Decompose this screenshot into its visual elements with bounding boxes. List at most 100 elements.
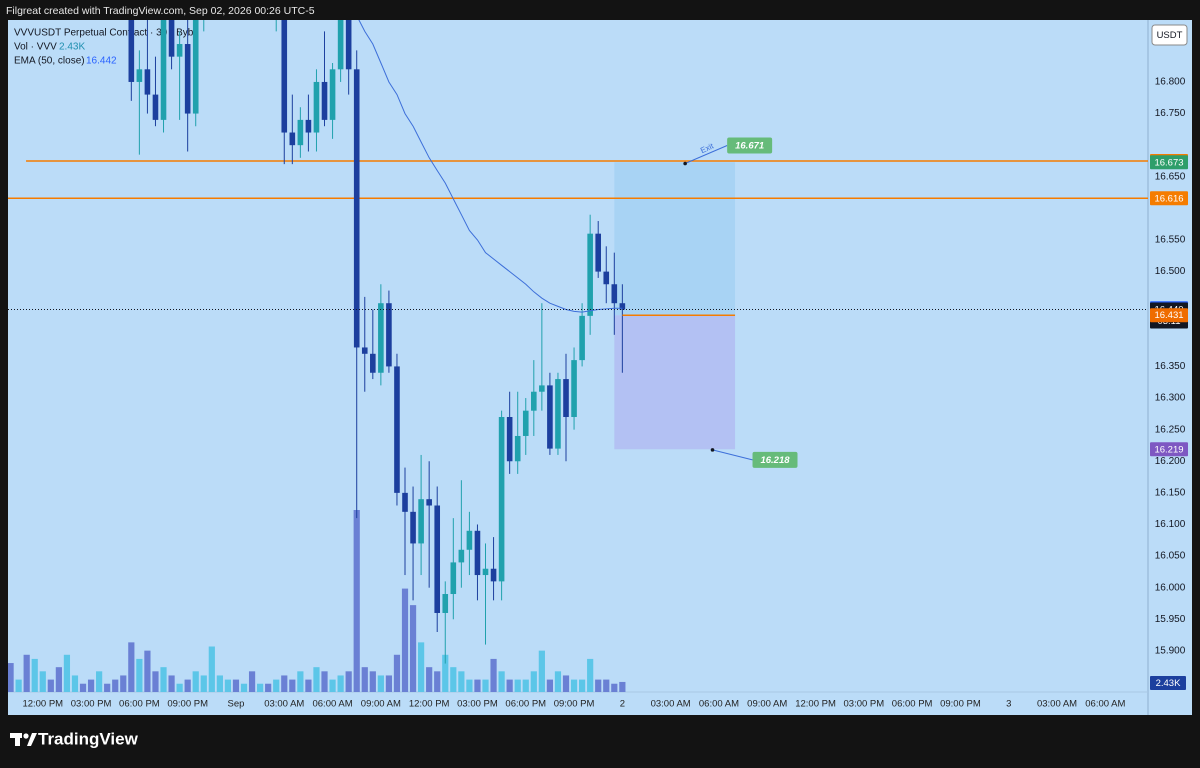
position-stop-zone [614, 315, 736, 450]
x-tick-label: 06:00 PM [119, 699, 160, 710]
note-point [683, 161, 687, 166]
legend-volume-value: 2.43K [59, 42, 85, 53]
volume-bar [579, 679, 586, 692]
candle-body [450, 562, 457, 595]
price-badge [1150, 191, 1188, 206]
volume-bar [208, 646, 215, 692]
candle-body [289, 132, 296, 146]
y-tick-label: 15.900 [1155, 646, 1186, 657]
volume-bar [136, 658, 143, 692]
volume-bar [490, 658, 497, 692]
legend-ema: EMA (50, close) [14, 56, 85, 67]
note-label: 16.671 [735, 141, 764, 152]
volume-bar [562, 675, 570, 692]
x-tick-label: 12:00 PM [22, 699, 63, 710]
volume-bar [192, 671, 199, 692]
y-tick-label: 16.250 [1155, 424, 1186, 435]
candle-body [402, 492, 408, 512]
position-target-zone [614, 162, 736, 316]
volume-bar [603, 679, 610, 692]
volume-bar [587, 658, 594, 692]
candle-body [361, 347, 368, 354]
price-badge [1150, 155, 1188, 170]
currency-button[interactable] [1151, 24, 1188, 46]
x-tick-label: 12:00 PM [409, 699, 450, 710]
candle-body [426, 499, 432, 506]
volume-bar [15, 679, 22, 692]
x-tick-label: 09:00 PM [940, 699, 981, 710]
x-tick-label: 09:00 PM [167, 699, 208, 710]
logo [10, 733, 37, 746]
volume-bar [353, 510, 360, 692]
y-tick-label: 16.500 [1155, 266, 1186, 277]
candle-body [514, 435, 521, 462]
volume-bar [369, 671, 376, 692]
candle-body [378, 303, 384, 373]
price-badge [1150, 308, 1188, 323]
note-connector [712, 449, 753, 461]
y-tick-label: 16.650 [1155, 171, 1186, 182]
candle-body [466, 530, 473, 550]
volume-badge [1150, 676, 1186, 690]
y-tick-label: 16.200 [1155, 456, 1186, 467]
chart-background [8, 20, 1192, 715]
volume-bar [96, 671, 103, 692]
candle-body [579, 315, 585, 361]
volume-bar [450, 667, 457, 692]
candle-body [522, 410, 529, 436]
candle-body [321, 81, 328, 120]
x-tick-label: 06:00 PM [505, 699, 546, 710]
y-tick-label: 16.350 [1155, 361, 1186, 372]
volume-bar [273, 679, 280, 692]
note-label: 16.218 [760, 455, 790, 466]
x-tick-label: 06:00 AM [1085, 699, 1125, 710]
candle-body [482, 568, 489, 576]
y-tick-label: 16.550 [1155, 235, 1186, 246]
x-tick-label: 03:00 AM [264, 699, 304, 710]
candle-body [571, 360, 577, 418]
x-tick-label: 3 [1006, 699, 1011, 710]
volume-bar [104, 683, 111, 692]
volume-bar [63, 654, 71, 692]
note-connector [684, 145, 728, 164]
candle-body [144, 69, 151, 95]
candle-body [313, 81, 320, 133]
volume-bar [176, 683, 183, 692]
candle-body [619, 303, 626, 310]
volume-bar [418, 642, 425, 692]
candle-body [128, 20, 135, 82]
volume-bar [611, 683, 618, 692]
volume-bar [522, 679, 529, 692]
volume-bar [112, 679, 119, 692]
volume-bar [265, 683, 272, 692]
price-badge-label: 16.673 [1154, 157, 1183, 168]
candle-body [168, 20, 175, 57]
header: Filgreat created with TradingView.com, S… [6, 5, 315, 17]
candle-body [136, 69, 143, 82]
volume-bar [71, 675, 79, 692]
currency[interactable]: USDT [1157, 30, 1183, 41]
volume-bar [313, 667, 320, 692]
volume-bar [248, 671, 256, 692]
candle-body [490, 568, 497, 582]
candle-body [442, 594, 449, 613]
candle-body [192, 20, 199, 114]
candle-body [603, 271, 610, 285]
candle-body [176, 44, 183, 57]
volume-bar [297, 671, 304, 692]
volume-bar [168, 675, 175, 692]
candle-body [611, 284, 618, 304]
y-tick-label: 16.750 [1155, 108, 1186, 119]
candle-body [160, 20, 167, 120]
x-tick-label: 09:00 AM [747, 699, 787, 710]
volume-bar [530, 671, 537, 692]
x-tick-label: 06:00 PM [892, 699, 933, 710]
x-tick-label: 06:00 AM [312, 699, 352, 710]
volume-bar [514, 679, 521, 692]
x-tick-label: 03:00 AM [651, 699, 691, 710]
volume-bar [128, 642, 135, 692]
y-tick-label: 16.300 [1155, 393, 1186, 404]
candle-body [474, 530, 481, 576]
candle-body [370, 353, 376, 373]
